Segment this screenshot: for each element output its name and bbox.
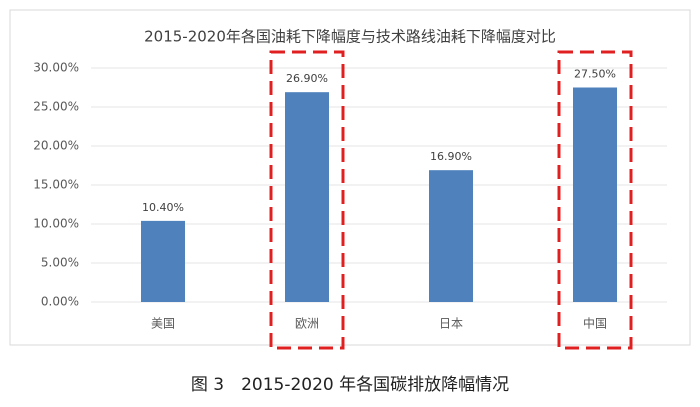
x-tick-label: 中国 — [583, 316, 607, 331]
highlight-box — [557, 50, 633, 350]
x-tick-label: 美国 — [151, 317, 175, 331]
y-tick-label: 15.00% — [33, 178, 79, 192]
data-label: 26.90% — [286, 72, 328, 85]
y-tick-label: 30.00% — [33, 61, 79, 75]
x-tick-label: 欧洲 — [295, 317, 319, 331]
x-tick-label: 日本 — [439, 317, 463, 331]
y-tick-label: 20.00% — [33, 139, 79, 153]
chart-title: 2015-2020年各国油耗下降幅度与技术路线油耗下降幅度对比 — [144, 28, 556, 46]
bar — [141, 220, 185, 302]
caption: 图 3 2015-2020 年各国碳排放降幅情况 — [191, 375, 509, 395]
highlight-box — [269, 50, 345, 350]
y-tick-label: 0.00% — [41, 295, 79, 309]
y-tick-label: 25.00% — [33, 100, 79, 114]
y-tick-label: 10.00% — [33, 217, 79, 231]
bar — [429, 170, 473, 302]
bar — [573, 87, 617, 302]
data-label: 10.40% — [142, 201, 184, 214]
data-label: 16.90% — [430, 150, 472, 163]
y-tick-label: 5.00% — [41, 256, 79, 270]
data-label: 27.50% — [574, 68, 616, 81]
bar — [285, 92, 329, 303]
